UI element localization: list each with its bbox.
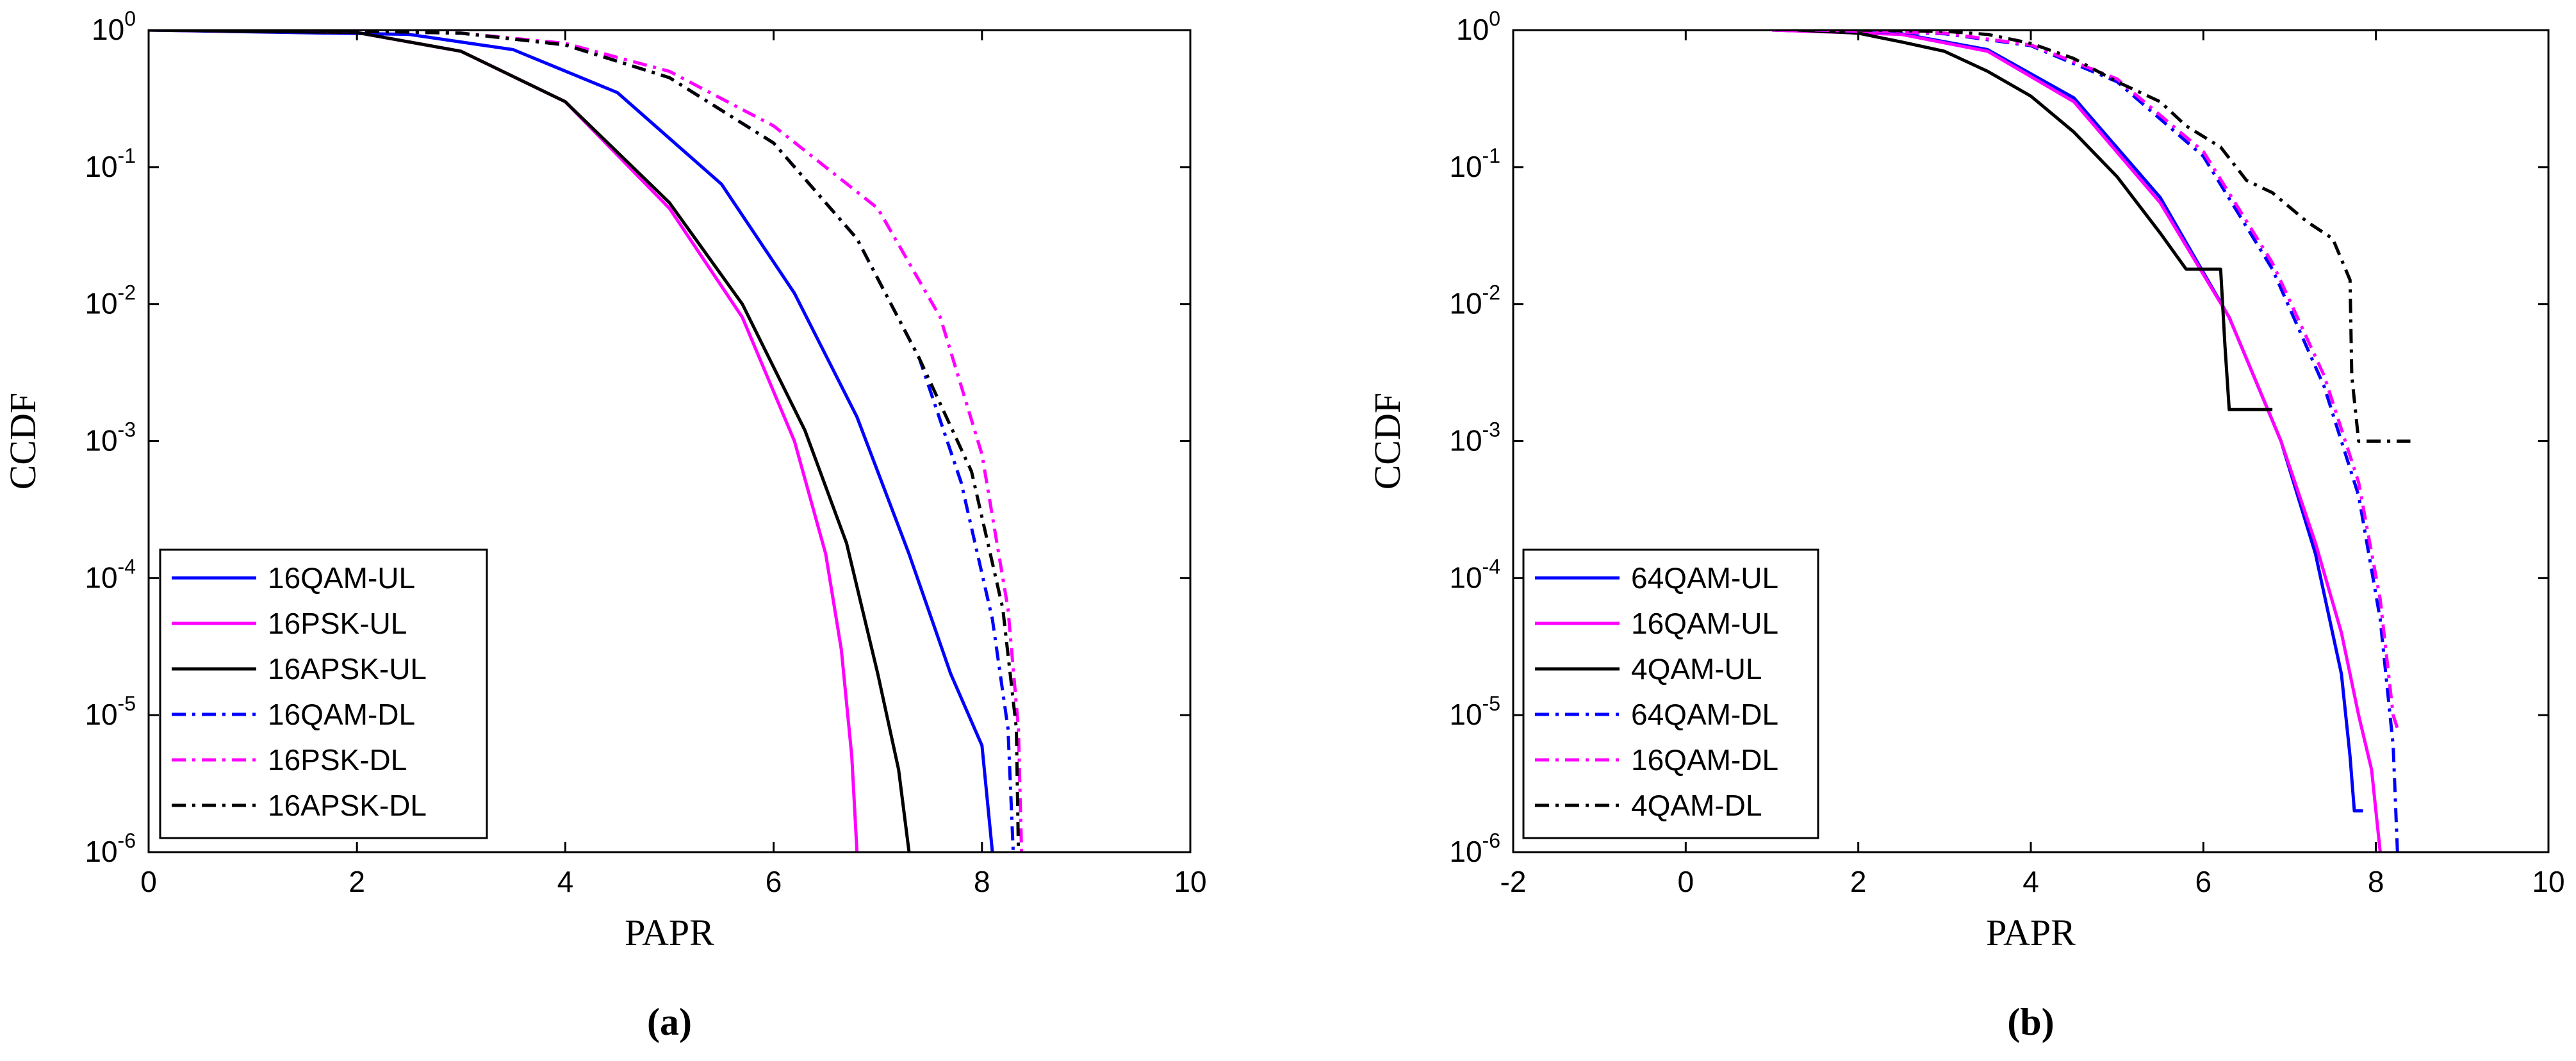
y-tick-label: 10-1	[85, 144, 136, 183]
series-line-16psk-dl	[304, 30, 1024, 852]
legend-label: 16QAM-DL	[1631, 743, 1778, 777]
x-tick-label: 6	[2195, 865, 2212, 898]
series-line-16qam-ul	[1771, 30, 2382, 852]
legend-label: 16QAM-DL	[268, 698, 415, 731]
series-line-64qam-dl	[1815, 30, 2399, 852]
x-tick-label: 0	[140, 865, 157, 898]
series-group	[1771, 30, 2411, 852]
y-tick-label: 10-5	[85, 692, 136, 731]
legend-box	[1522, 548, 1819, 839]
y-tick-label: 10-3	[85, 418, 136, 457]
y-tick-label: 10-3	[1449, 418, 1500, 457]
legend-label: 16APSK-UL	[268, 652, 427, 686]
panel-label: (b)	[2007, 1001, 2054, 1043]
series-line-4qam-ul	[1798, 30, 2273, 411]
y-axis-label: CCDF	[1366, 393, 1408, 490]
legend-label: 4QAM-DL	[1631, 789, 1762, 822]
legend-label: 16PSK-UL	[268, 607, 407, 640]
y-tick-label: 100	[1456, 7, 1500, 46]
legend-label: 4QAM-UL	[1631, 652, 1762, 686]
y-tick-label: 10-4	[85, 555, 136, 594]
series-line-16apsk-ul	[149, 30, 911, 852]
x-tick-label: 2	[349, 865, 365, 898]
legend-label: 16APSK-DL	[268, 789, 427, 822]
y-axis-label: CCDF	[2, 393, 44, 490]
x-tick-label: 8	[974, 865, 990, 898]
x-tick-label: 10	[1174, 865, 1206, 898]
legend-label: 16QAM-UL	[1631, 607, 1778, 640]
legend-label: 64QAM-DL	[1631, 698, 1778, 731]
legend-label: 64QAM-UL	[1631, 561, 1778, 595]
y-tick-label: 10-6	[85, 829, 136, 868]
series-line-16apsk-dl	[304, 30, 1021, 852]
y-tick-label: 10-2	[1449, 281, 1500, 320]
y-tick-label: 100	[92, 7, 136, 46]
legend-label: 16QAM-UL	[268, 561, 415, 595]
series-group	[149, 30, 1024, 852]
series-line-16qam-ul	[149, 30, 994, 852]
y-tick-label: 10-5	[1449, 692, 1500, 731]
y-tick-label: 10-4	[1449, 555, 1500, 594]
legend: 64QAM-UL 16QAM-UL 4QAM-UL 64QAM-DL 16QAM-DL 4…	[1522, 548, 1819, 839]
panel-label: (a)	[647, 1001, 692, 1043]
x-axis-label: PAPR	[1986, 912, 2076, 953]
x-axis-label: PAPR	[625, 912, 714, 953]
x-tick-label: 6	[766, 865, 782, 898]
y-tick-label: 10-1	[1449, 144, 1500, 183]
y-tick-label: 10-6	[1449, 829, 1500, 868]
y-tick-label: 10-2	[85, 281, 136, 320]
x-tick-label: 10	[2532, 865, 2564, 898]
x-tick-label: -2	[1500, 865, 1527, 898]
series-line-16qam-dl	[304, 30, 1015, 852]
x-tick-label: 2	[1850, 865, 1867, 898]
legend-label: 16PSK-DL	[268, 743, 407, 777]
legend-box	[159, 548, 488, 839]
x-tick-label: 4	[2022, 865, 2039, 898]
chart-panel-b: -2 0 2 4 6 8 10 100 10-1 10-2 10-3 10-4 10-5 10-6 PAPR…	[1366, 7, 2565, 1043]
series-line-64qam-ul	[1771, 30, 2363, 813]
series-line-16qam-dl	[1815, 30, 2399, 729]
series-line-4qam-dl	[1858, 30, 2411, 443]
x-tick-label: 4	[557, 865, 574, 898]
x-tick-label: 8	[2368, 865, 2384, 898]
chart-panel-a: 0 2 4 6 8 10 100 10-1 10-2 10-3 10-4 10-5 10-6 PAPR CC…	[2, 7, 1207, 1043]
x-tick-label: 0	[1678, 865, 1694, 898]
legend: 16QAM-UL 16PSK-UL 16APSK-UL 16QAM-DL 16PSK-D…	[159, 548, 488, 839]
